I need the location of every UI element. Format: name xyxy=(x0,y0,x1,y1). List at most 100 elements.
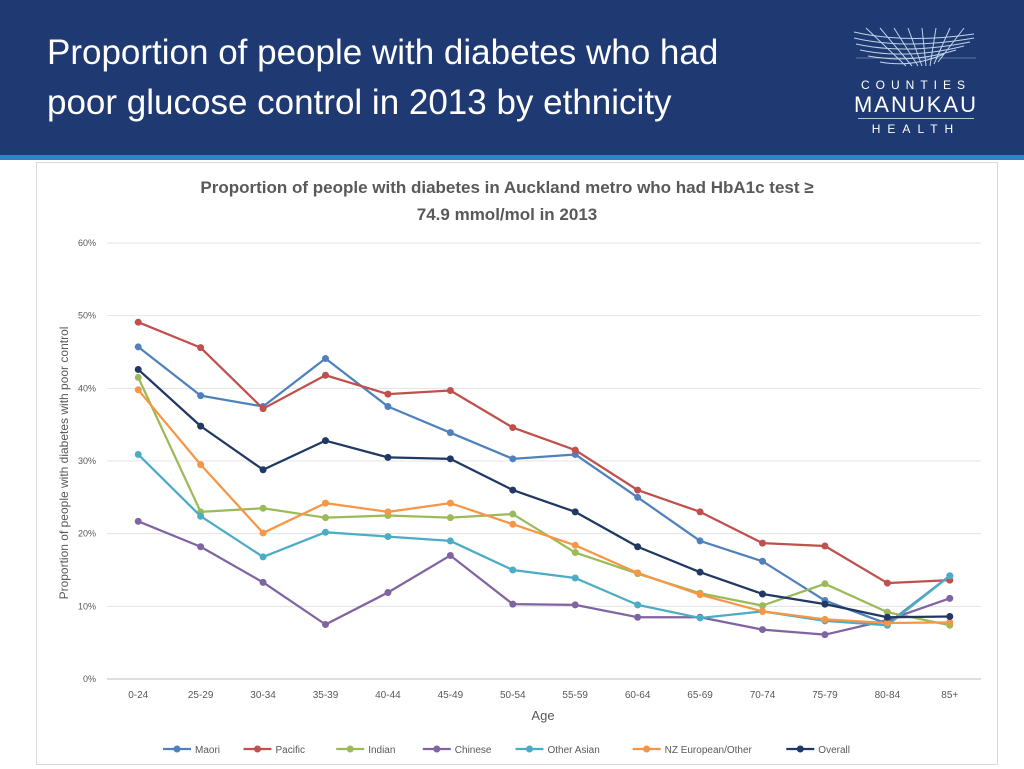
slide-title: Proportion of people with diabetes who h… xyxy=(47,28,807,128)
x-axis-label: Age xyxy=(531,708,554,723)
x-axis-ticks: 0-24 25-29 30-34 35-39 40-44 45-49 50-54 55-59 6… xyxy=(128,690,958,701)
data-point-chinese xyxy=(384,589,392,597)
data-point-other-asian xyxy=(322,528,329,536)
data-point-nz-european-other xyxy=(821,615,829,623)
data-point-nz-european-other xyxy=(696,591,704,599)
data-point-pacific xyxy=(759,539,766,547)
y-tick-label: 10% xyxy=(78,601,96,611)
legend-item-nz-european-other: NZ European/Other xyxy=(632,745,753,756)
logo-text-top: COUNTIES xyxy=(860,78,971,92)
data-point-nz-european-other xyxy=(446,499,454,507)
data-point-overall xyxy=(759,590,766,598)
data-point-indian xyxy=(821,580,829,588)
data-point-nz-european-other xyxy=(509,520,517,528)
logo-divider xyxy=(858,118,974,119)
data-point-overall xyxy=(134,365,142,373)
x-tick-label: 50-54 xyxy=(500,690,526,701)
data-point-chinese xyxy=(197,543,205,551)
data-point-overall xyxy=(509,486,517,494)
chart-frame: Proportion of people with diabetes in Au… xyxy=(36,162,998,765)
data-point-chinese xyxy=(946,594,954,602)
x-tick-label: 85+ xyxy=(941,690,958,701)
y-tick-label: 0% xyxy=(83,674,96,684)
legend-marker xyxy=(346,745,354,753)
data-point-indian xyxy=(446,514,454,522)
data-point-nz-european-other xyxy=(571,541,579,549)
data-point-overall xyxy=(946,613,954,621)
header-rule xyxy=(0,155,1024,160)
data-point-maori xyxy=(446,429,454,437)
legend-marker xyxy=(643,745,651,753)
x-tick-label: 30-34 xyxy=(250,690,276,701)
legend-marker xyxy=(173,745,181,753)
data-point-other-asian xyxy=(509,566,517,574)
data-point-pacific xyxy=(696,508,704,516)
data-point-indian xyxy=(134,373,142,381)
y-tick-label: 50% xyxy=(78,311,96,321)
legend-item-chinese: Chinese xyxy=(422,745,492,756)
data-point-overall xyxy=(322,437,329,445)
data-point-chinese xyxy=(322,621,329,628)
chart-title-line1: Proportion of people with diabetes in Au… xyxy=(200,178,813,197)
y-tick-label: 20% xyxy=(78,529,96,539)
data-point-pacific xyxy=(384,390,392,398)
data-point-maori xyxy=(197,392,205,400)
legend-marker xyxy=(796,745,804,753)
legend-marker xyxy=(254,745,261,753)
data-point-indian xyxy=(571,549,579,557)
data-point-overall xyxy=(696,568,704,576)
x-tick-label: 75-79 xyxy=(812,690,838,701)
x-tick-label: 60-64 xyxy=(625,690,651,701)
x-tick-label: 45-49 xyxy=(438,690,464,701)
legend-label: Maori xyxy=(195,745,220,756)
data-point-indian xyxy=(883,608,891,616)
y-tick-label: 30% xyxy=(78,456,96,466)
x-tick-label: 25-29 xyxy=(188,690,214,701)
data-point-overall xyxy=(384,453,392,461)
data-point-other-asian xyxy=(197,512,205,520)
slide-title-line2: poor glucose control in 2013 by ethnicit… xyxy=(47,83,672,122)
x-tick-label: 70-74 xyxy=(750,690,776,701)
data-point-chinese xyxy=(509,600,517,608)
data-point-other-asian xyxy=(634,601,642,609)
x-tick-label: 65-69 xyxy=(687,690,713,701)
data-point-pacific xyxy=(322,371,329,379)
x-tick-label: 80-84 xyxy=(875,690,901,701)
series-pacific xyxy=(134,318,954,587)
data-point-maori xyxy=(634,493,642,501)
series-maori xyxy=(134,343,954,628)
series-line-overall xyxy=(137,368,950,619)
chart-title-line2: 74.9 mmol/mol in 2013 xyxy=(417,205,597,224)
data-point-indian xyxy=(322,514,329,522)
data-point-pacific xyxy=(883,579,891,587)
y-axis-ticks: 0% 10% 20% 30% 40% 50% 60% xyxy=(78,238,96,684)
line-chart: Proportion of people with diabetes in Au… xyxy=(57,178,981,756)
y-axis-label: Proportion of people with diabetes with … xyxy=(57,327,71,600)
data-point-nz-european-other xyxy=(134,386,142,394)
data-point-indian xyxy=(759,602,766,610)
logo-text-bottom: HEALTH xyxy=(871,122,961,136)
data-point-nz-european-other xyxy=(197,461,205,469)
y-tick-label: 40% xyxy=(78,383,96,393)
data-point-nz-european-other xyxy=(322,499,329,507)
data-point-maori xyxy=(759,557,766,565)
series-line-nz-european-other xyxy=(137,389,950,625)
data-point-pacific xyxy=(571,446,579,454)
slide-title-line1: Proportion of people with diabetes who h… xyxy=(47,33,719,72)
data-point-nz-european-other xyxy=(759,607,766,615)
y-tick-label: 60% xyxy=(78,238,96,248)
data-point-pacific xyxy=(634,486,642,494)
legend-item-overall: Overall xyxy=(786,745,850,756)
legend-item-maori: Maori xyxy=(163,745,220,756)
data-point-maori xyxy=(322,355,329,363)
data-point-overall xyxy=(259,466,267,474)
data-point-other-asian xyxy=(446,537,454,545)
data-point-nz-european-other xyxy=(259,529,267,537)
legend-item-indian: Indian xyxy=(336,745,395,756)
logo: COUNTIES MANUKAU HEALTH xyxy=(846,22,986,142)
series-overall xyxy=(134,365,954,621)
chart-legend: Maori Pacific Indian Chinese Other Asian NZ E… xyxy=(163,745,850,756)
legend-label: Chinese xyxy=(455,745,492,756)
data-point-chinese xyxy=(634,613,642,621)
data-point-chinese xyxy=(759,626,766,634)
